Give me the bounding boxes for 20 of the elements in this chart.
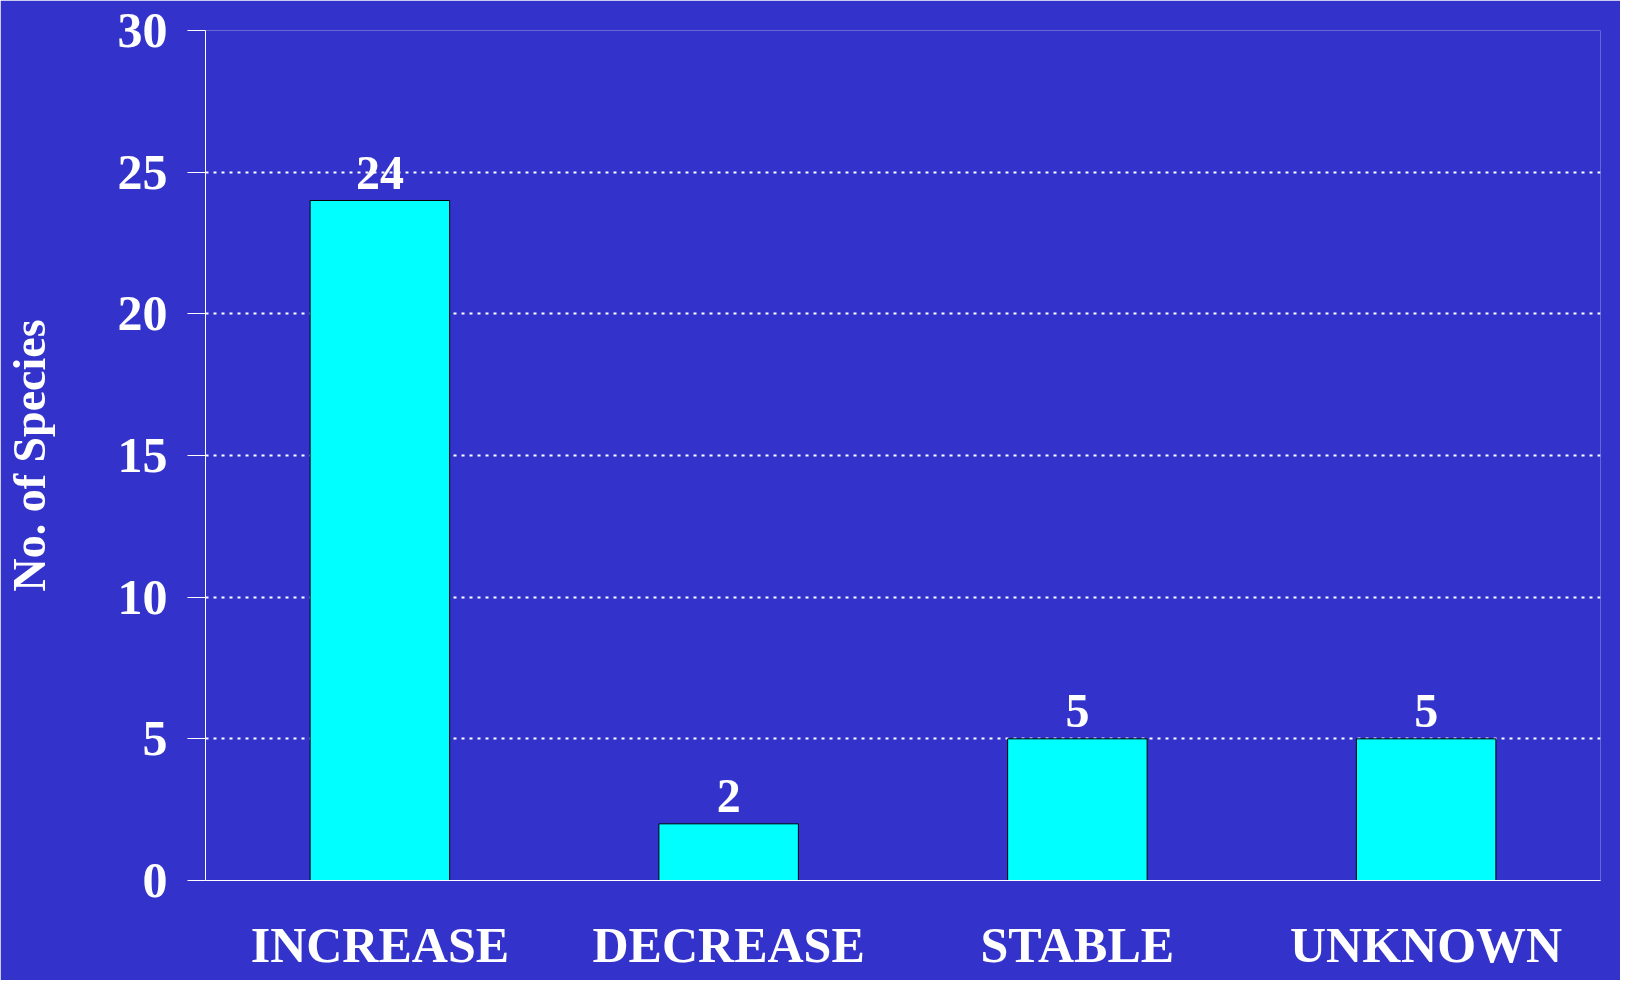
data-label: 24 xyxy=(355,145,404,199)
data-label: 5 xyxy=(1414,683,1439,737)
bar xyxy=(309,200,451,881)
y-tick-label: 10 xyxy=(117,568,168,625)
bar xyxy=(1355,738,1497,881)
y-tick-label: 20 xyxy=(117,285,168,342)
data-label: 5 xyxy=(1065,683,1090,737)
x-tick-label: INCREASE xyxy=(250,916,510,973)
y-tick-label: 25 xyxy=(117,143,168,200)
y-tick-label: 0 xyxy=(142,852,168,908)
x-tick-label: STABLE xyxy=(980,916,1175,973)
y-tick-label: 15 xyxy=(117,427,168,483)
data-label: 2 xyxy=(716,768,741,822)
bar xyxy=(1007,738,1148,881)
x-tick-label: DECREASE xyxy=(592,916,865,973)
bar xyxy=(658,823,799,881)
y-tick-label: 5 xyxy=(142,710,168,767)
y-tick-label: 30 xyxy=(117,2,168,58)
y-axis-title: No. of Species xyxy=(3,319,55,592)
x-tick-label: UNKNOWN xyxy=(1290,916,1563,973)
